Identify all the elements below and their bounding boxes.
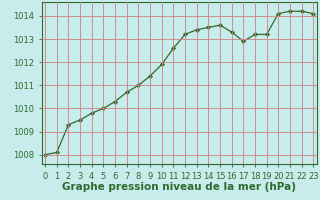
X-axis label: Graphe pression niveau de la mer (hPa): Graphe pression niveau de la mer (hPa) [62, 182, 296, 192]
